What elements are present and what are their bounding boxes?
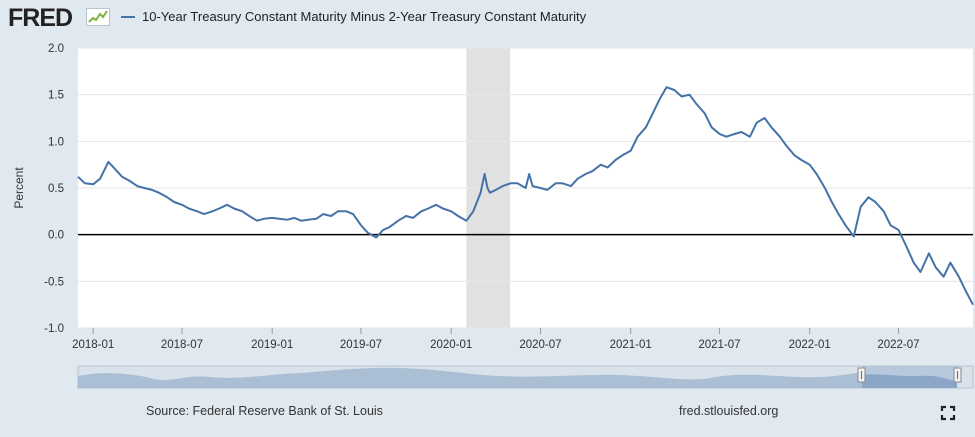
fred-logo-graph-icon — [86, 8, 110, 26]
navigator[interactable] — [77, 365, 974, 389]
y-tick-label: -1.0 — [44, 323, 64, 335]
navigator-area — [78, 367, 862, 388]
series-line[interactable] — [77, 86, 974, 306]
x-tick-label: 2019-07 — [340, 339, 382, 351]
x-tick-label: 2020-01 — [430, 339, 472, 351]
legend-line-marker — [121, 15, 135, 18]
y-tick-label: 1.0 — [48, 136, 64, 148]
x-tick-label: 2021-07 — [698, 339, 740, 351]
x-tick-label: 2022-01 — [789, 339, 831, 351]
x-tick-label: 2018-01 — [72, 339, 114, 351]
x-tick-label: 2022-07 — [877, 339, 919, 351]
legend-label: 10-Year Treasury Constant Maturity Minus… — [142, 9, 587, 24]
x-tick-label: 2020-07 — [519, 339, 561, 351]
y-tick-label: 0.5 — [48, 183, 64, 195]
chart-header: FRED 10-Year Treasury Constant Maturity … — [0, 0, 975, 38]
y-tick-label: 0.0 — [48, 230, 64, 242]
fullscreen-icon[interactable] — [940, 405, 956, 421]
source-credit: Source: Federal Reserve Bank of St. Loui… — [146, 404, 383, 418]
navigator-selected-area — [862, 374, 957, 388]
y-axis-ticks: 2.0 1.5 1.0 0.5 0.0 -0.5 -1.0 — [44, 43, 64, 335]
x-tick-label: 2019-01 — [251, 339, 293, 351]
y-tick-label: 1.5 — [48, 90, 64, 102]
y-axis-label: Percent — [12, 167, 26, 209]
x-axis-ticks: 2018-01 2018-07 2019-01 2019-07 2020-01 2020-… — [72, 328, 920, 351]
x-tick-label: 2021-01 — [610, 339, 652, 351]
x-tick-label: 2018-07 — [161, 339, 203, 351]
y-tick-label: -0.5 — [44, 276, 64, 288]
source-url-link[interactable]: fred.stlouisfed.org — [679, 404, 779, 418]
fred-logo[interactable]: FRED — [8, 4, 73, 32]
y-tick-label: 2.0 — [48, 43, 64, 55]
chart-legend[interactable]: 10-Year Treasury Constant Maturity Minus… — [121, 9, 586, 24]
